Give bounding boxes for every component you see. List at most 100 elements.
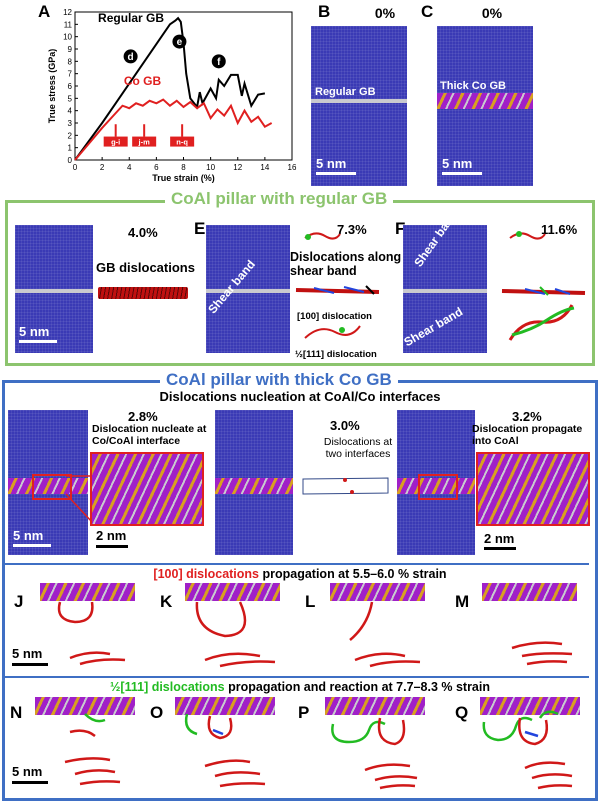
slab-m	[482, 583, 577, 601]
dislocation-f-bottom	[508, 304, 575, 341]
scale-label-d: 5 nm	[19, 324, 50, 339]
panel-label-e: E	[194, 219, 206, 238]
x-tick-label: 14	[260, 163, 269, 172]
series-line-co-gb	[74, 98, 273, 161]
scale-bar-d	[19, 340, 57, 343]
panel-d-strain: 4.0%	[128, 225, 158, 240]
y-tick-label: 6	[68, 82, 73, 91]
regular-gb-b	[311, 99, 407, 103]
dislocation-e-top	[304, 232, 341, 240]
slab-q	[480, 697, 580, 715]
marker-label-n-q: n-q	[176, 138, 188, 147]
gb-e	[206, 289, 290, 293]
panel-label-a: A	[38, 2, 51, 21]
panel-b-title: 0%	[374, 5, 396, 21]
dislocations-two-interfaces: Dislocations at two interfaces	[323, 436, 393, 460]
slab-o	[175, 697, 275, 715]
panel-h-strain: 3.0%	[330, 418, 360, 433]
scale-label-g: 5 nm	[13, 528, 44, 543]
panel-f-strain: 11.6%	[541, 222, 578, 237]
panel-label-k: K	[160, 592, 173, 611]
row-111-title: ½[111] dislocations propagation and reac…	[0, 680, 600, 694]
dislocation-q	[482, 710, 573, 790]
scale-bar-b	[316, 172, 356, 175]
section-thick-co-gb-subtitle: Dislocations nucleation at CoAl/Co inter…	[159, 389, 441, 404]
annotation-e-marker	[172, 34, 187, 49]
y-tick-label: 7	[68, 70, 73, 79]
panel-label-n: N	[10, 703, 23, 722]
zoom-inset-g	[90, 452, 204, 526]
marker-tag-j-m	[132, 136, 157, 147]
gb-d	[15, 289, 93, 293]
dislocation-nucleate-label: Dislocation nucleate at Co/CoAl interfac…	[92, 423, 207, 447]
zoom-lines-g	[65, 475, 93, 523]
scale-bar-j	[12, 663, 48, 666]
scale-bar-g	[13, 544, 51, 547]
marker-tag-n-q	[170, 136, 195, 147]
x-tick-label: 6	[154, 163, 159, 172]
annotation-e-label: e	[177, 37, 183, 48]
scale-label-i: 2 nm	[484, 531, 515, 546]
dislocation-m	[511, 641, 573, 666]
panel-g-strain: 2.8%	[128, 409, 158, 424]
y-tick-label: 9	[68, 45, 73, 54]
dislocation-p	[331, 717, 418, 790]
x-tick-label: 12	[233, 163, 242, 172]
annotation-d-label: d	[128, 52, 134, 63]
gb-f	[403, 289, 487, 293]
x-tick-label: 4	[127, 163, 132, 172]
y-tick-label: 11	[64, 20, 73, 29]
dislocation-l	[349, 601, 421, 668]
marker-label-j-m: j-m	[138, 138, 151, 147]
dislocation-k	[195, 601, 276, 668]
panel-label-o: O	[150, 703, 164, 722]
x-tick-label: 8	[181, 163, 186, 172]
scale-label-g2: 2 nm	[96, 528, 127, 543]
pillar-b	[311, 26, 407, 186]
gb-label-c: Thick Co GB	[440, 80, 507, 92]
gb-dislocation-network-d	[98, 287, 188, 299]
y-tick-label: 0	[68, 156, 73, 165]
panel-i-strain: 3.2%	[512, 409, 542, 424]
y-tick-label: 3	[68, 119, 73, 128]
panel-e-strain: 7.3%	[337, 222, 367, 237]
annotation-f-marker	[211, 54, 226, 69]
gb-dislocations-label: GB dislocations	[96, 260, 195, 275]
panel-label-b: B	[318, 2, 331, 21]
dislocation-e-bottom	[304, 325, 361, 339]
series-label-regular-gb: Regular GB	[98, 11, 164, 25]
x-tick-label: 16	[288, 163, 297, 172]
slab-p	[325, 697, 425, 715]
gb-label-b: Regular GB	[315, 86, 376, 98]
row-100-title: [100] dislocations propagation at 5.5–6.…	[0, 567, 600, 581]
disl-111-label: ½[111] dislocation	[295, 349, 377, 360]
scale-label-n: 5 nm	[12, 764, 43, 779]
series-label-co-gb: Co GB	[124, 74, 162, 88]
scale-label-b: 5 nm	[316, 156, 347, 171]
y-tick-label: 1	[68, 144, 73, 153]
x-tick-label: 2	[100, 163, 105, 172]
zoom-box-g	[32, 474, 72, 500]
interface-outline-h	[302, 477, 389, 495]
dislocation-e-gb	[295, 285, 380, 295]
panel-label-p: P	[298, 703, 310, 722]
y-tick-label: 2	[68, 131, 73, 140]
divider-2	[5, 676, 589, 678]
co-gb-i	[397, 478, 475, 494]
y-tick-label: 12	[63, 8, 72, 17]
x-tick-label: 10	[206, 163, 215, 172]
x-tick-label: 0	[73, 163, 78, 172]
thick-co-gb-c	[437, 93, 533, 109]
y-tick-label: 8	[68, 57, 73, 66]
x-axis-label: True strain (%)	[152, 173, 215, 183]
dislocation-o	[184, 713, 266, 788]
row-100-part1: [100] dislocations	[153, 567, 260, 581]
slab-k	[185, 583, 280, 601]
scale-bar-i	[484, 547, 516, 550]
annotation-f-label: f	[217, 57, 221, 68]
y-tick-label: 4	[68, 107, 73, 116]
scale-bar-n	[12, 781, 48, 784]
dislocation-j	[57, 601, 126, 666]
slab-l	[330, 583, 425, 601]
